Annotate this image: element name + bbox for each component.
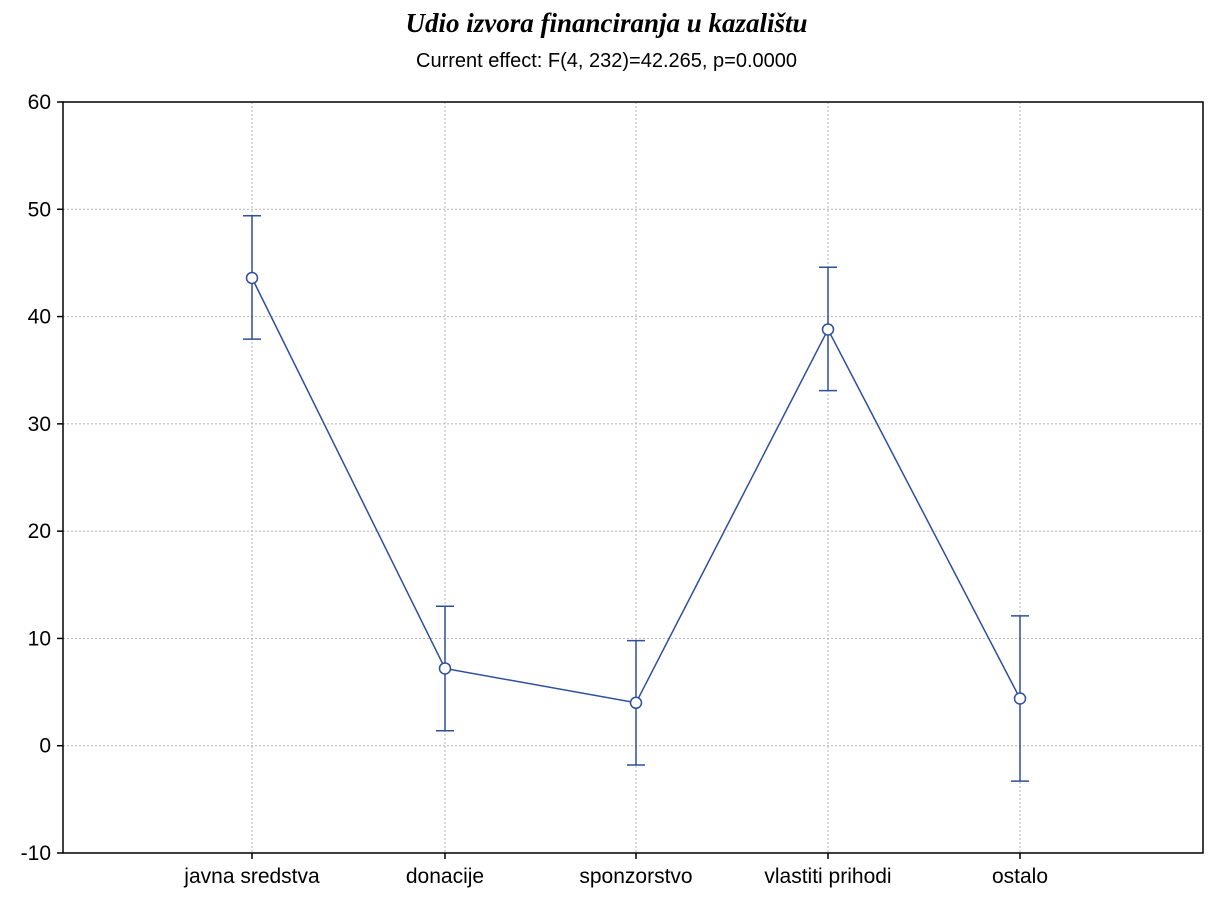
y-tick-label: 50 — [28, 198, 51, 221]
x-tick-label: javna sredstva — [183, 865, 320, 888]
data-point — [245, 271, 259, 285]
data-point — [438, 662, 452, 675]
y-tick-label: 40 — [28, 306, 51, 329]
data-point — [1013, 692, 1027, 705]
y-tick-label: 20 — [28, 520, 51, 543]
chart-subtitle: Current effect: F(4, 232)=42.265, p=0.00… — [416, 50, 797, 72]
data-point — [629, 696, 643, 710]
plot-frame — [62, 101, 1204, 854]
y-tick-label: 0 — [39, 735, 51, 758]
data-point — [821, 323, 835, 336]
x-tick-label: vlastiti prihodi — [764, 865, 891, 888]
chart-title: Udio izvora financiranja u kazalištu — [405, 8, 808, 38]
series-layer — [243, 214, 1029, 782]
y-tick-label: 30 — [28, 413, 51, 436]
x-tick-label: ostalo — [992, 865, 1048, 888]
gridlines — [63, 102, 1203, 853]
y-tick-label: 10 — [28, 627, 51, 650]
axis-layer: -10 0 10 20 30 40 50 60 javna sredstva donacije sp… — [21, 91, 1048, 888]
y-tick-label: -10 — [21, 842, 51, 865]
x-tick-label: sponzorstvo — [579, 865, 692, 888]
x-tick-label: donacije — [406, 865, 484, 888]
y-tick-label: 60 — [28, 91, 51, 114]
